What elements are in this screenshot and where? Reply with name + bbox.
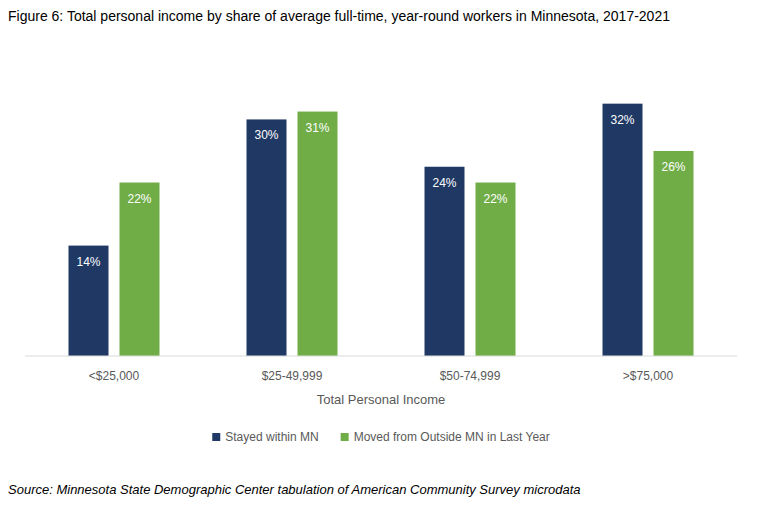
data-label: 31% [305, 121, 329, 135]
chart-canvas: 14% 22% 30% 31% 24% 22% 32% 26% <$25,000 $25-49,9… [0, 0, 759, 505]
legend-swatch [341, 433, 349, 441]
bar [120, 183, 160, 356]
x-axis-line [25, 356, 737, 357]
data-label: 30% [254, 128, 278, 142]
data-label: 24% [432, 176, 456, 190]
data-label: 22% [483, 192, 507, 206]
bar [603, 104, 643, 356]
x-tick-label: $50-74,999 [440, 369, 501, 383]
legend-item: Stayed within MN [212, 430, 318, 444]
source-note: Source: Minnesota State Demographic Cent… [8, 482, 581, 497]
bar [476, 183, 516, 356]
bar [654, 151, 694, 356]
x-tick-label: <$25,000 [89, 369, 140, 383]
x-axis-title: Total Personal Income [317, 392, 446, 407]
data-label: 26% [661, 160, 685, 174]
bar [298, 112, 338, 356]
legend-item: Moved from Outside MN in Last Year [341, 430, 550, 444]
legend: Stayed within MN Moved from Outside MN in… [212, 430, 549, 444]
legend-swatch [212, 433, 220, 441]
legend-label: Moved from Outside MN in Last Year [354, 430, 550, 444]
data-label: 32% [610, 113, 634, 127]
data-label: 14% [76, 255, 100, 269]
bar [425, 167, 465, 356]
data-labels: 14% 22% 30% 31% 24% 22% 32% 26% [76, 113, 685, 269]
legend-label: Stayed within MN [225, 430, 318, 444]
bars [69, 104, 694, 356]
data-label: 22% [127, 192, 151, 206]
bar [247, 119, 287, 356]
chart-title: Figure 6: Total personal income by share… [8, 6, 748, 26]
x-tick-label: >$75,000 [623, 369, 674, 383]
x-tick-label: $25-49,999 [262, 369, 323, 383]
bar [69, 246, 109, 356]
